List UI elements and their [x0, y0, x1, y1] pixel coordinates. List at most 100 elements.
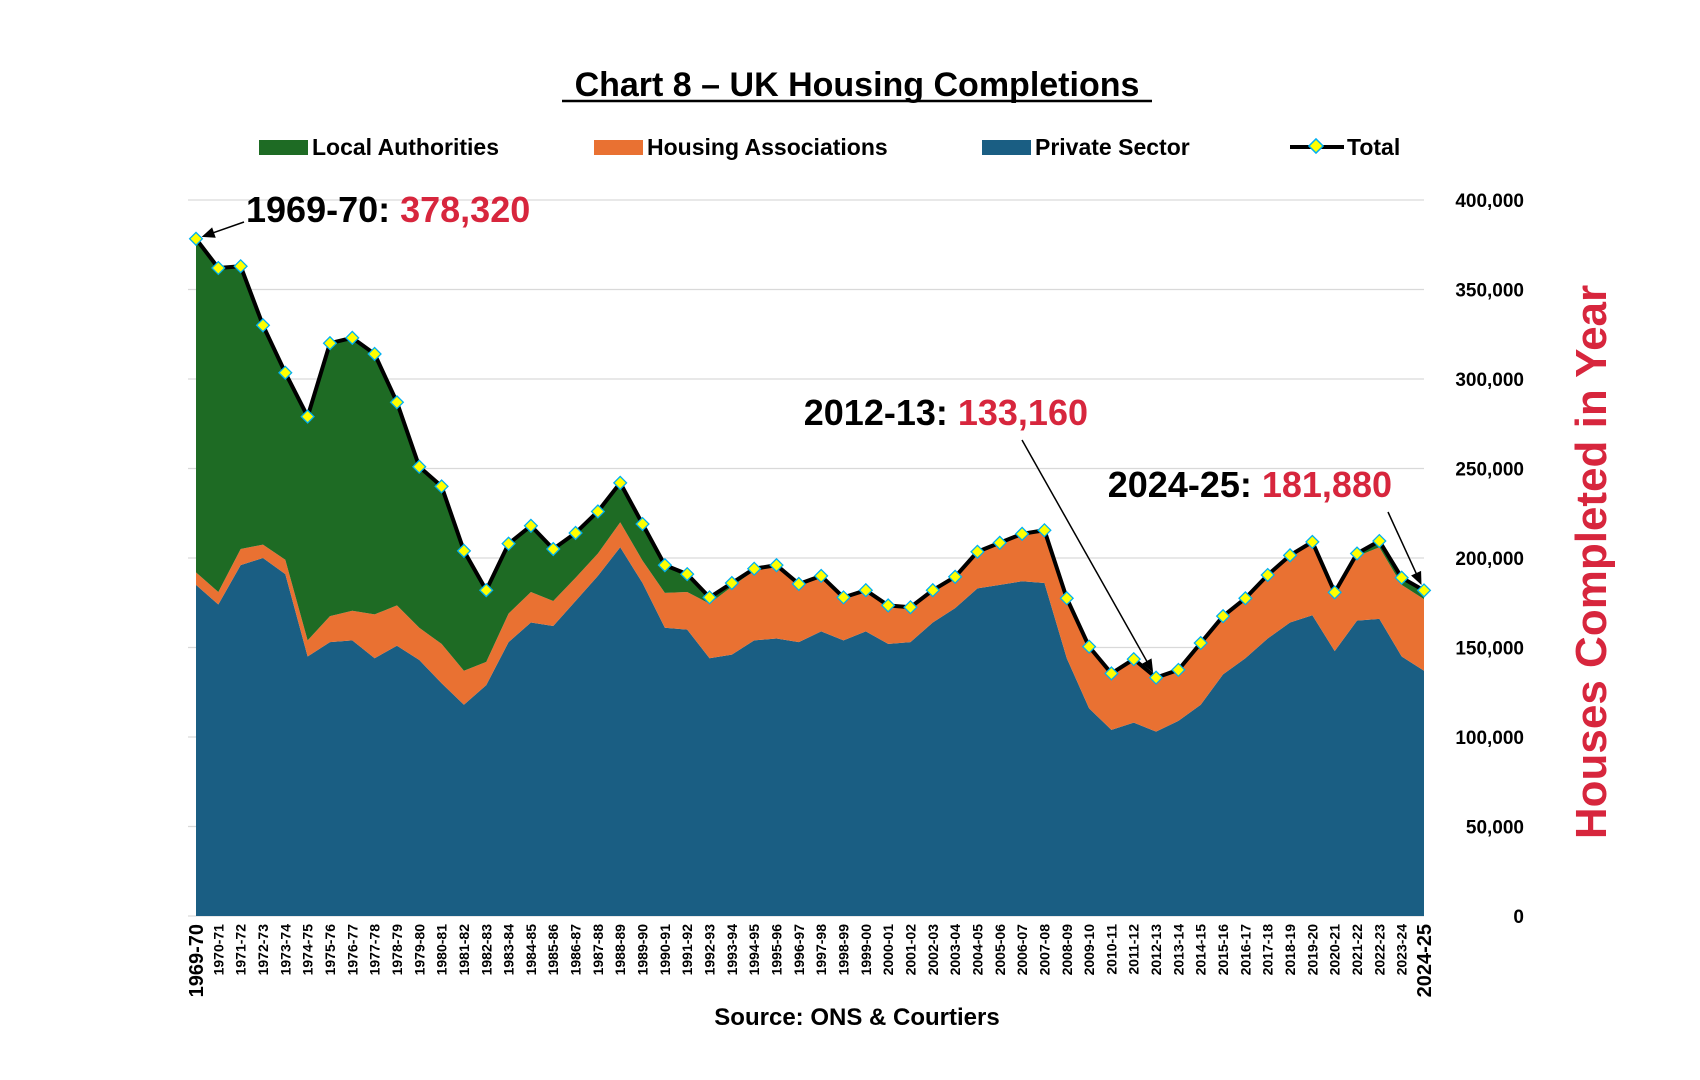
annotation-category: 1969-70:	[246, 189, 400, 230]
total-point	[1372, 533, 1387, 549]
x-tick-label: 1987-88	[590, 924, 606, 976]
y-tick-label: 50,000	[1466, 818, 1524, 839]
x-tick-label: 2022-23	[1371, 924, 1387, 976]
total-point	[233, 258, 248, 274]
x-tick-label: 1990-91	[657, 924, 673, 976]
x-tick-label: 2018-19	[1282, 924, 1298, 976]
annotation-arrowhead	[1141, 658, 1154, 673]
total-point	[1394, 570, 1409, 585]
x-tick-label: 2023-24	[1394, 924, 1410, 976]
annotation-label: 1969-70: 378,320	[246, 189, 530, 230]
total-point	[1349, 546, 1365, 561]
x-tick-label: 2019-20	[1304, 924, 1320, 976]
source-note: Source: ONS & Courtiers	[714, 1004, 999, 1031]
annotation-arrow	[1021, 439, 1150, 666]
chart-title: Chart 8 – UK Housing Completions	[575, 66, 1140, 104]
x-tick-label: 1997-98	[813, 924, 829, 976]
total-point	[1148, 670, 1164, 685]
total-point	[880, 598, 896, 613]
total-point	[389, 394, 405, 410]
annotation-arrowhead	[201, 227, 216, 238]
x-tick-label: 1980-81	[434, 924, 450, 976]
annotation-category: 2012-13:	[804, 392, 958, 433]
total-point	[545, 541, 561, 557]
x-tick-label: 1999-00	[858, 924, 874, 976]
total-series-line	[194, 237, 1425, 680]
x-tick-label: 1986-87	[568, 924, 584, 976]
x-tick-label: 1996-97	[791, 924, 807, 976]
total-point	[1081, 639, 1097, 654]
total-point	[188, 231, 204, 247]
annotation-value: 133,160	[958, 392, 1088, 433]
total-point	[1327, 585, 1342, 600]
x-tick-label: 1994-95	[746, 924, 762, 976]
total-point	[1193, 635, 1209, 651]
annotation-arrowhead	[1411, 570, 1422, 585]
x-tick-label: 1971-72	[233, 924, 249, 976]
x-tick-label: 2012-13	[1148, 924, 1164, 976]
y-axis-ticks: 0 50,000 100,000 150,000 200,000 250,000 300,0…	[1455, 191, 1524, 928]
total-point	[478, 582, 494, 598]
total-point	[1215, 608, 1231, 624]
area-housing-associations	[196, 522, 1424, 732]
total-point	[702, 590, 717, 605]
y-tick-label: 350,000	[1455, 281, 1524, 302]
total-line	[188, 231, 1432, 685]
x-tick-label: 2006-07	[1014, 924, 1030, 976]
x-tick-label: 1979-80	[411, 924, 427, 976]
x-tick-label: 2004-05	[969, 924, 985, 976]
x-tick-label: 2008-09	[1059, 924, 1075, 976]
x-tick-label: 2024-25	[1414, 924, 1436, 997]
x-tick-label: 2009-10	[1081, 924, 1097, 976]
legend-swatch-private-sector	[982, 140, 1031, 155]
x-tick-label: 2000-01	[880, 924, 896, 976]
x-tick-label: 1995-96	[769, 924, 785, 976]
x-tick-label: 1975-76	[322, 924, 338, 976]
y-axis-label: Houses Completed in Year	[1567, 285, 1616, 839]
x-tick-label: 2001-02	[902, 924, 918, 976]
x-tick-label: 2015-16	[1215, 924, 1231, 976]
total-point	[1059, 590, 1075, 606]
legend: Local Authorities Housing Associations P…	[259, 134, 1400, 160]
legend-label-housing-associations: Housing Associations	[647, 134, 888, 160]
x-tick-label: 1991-92	[679, 924, 695, 976]
total-point	[255, 318, 271, 333]
x-tick-label: 1993-94	[724, 924, 740, 976]
x-tick-label: 1972-73	[255, 924, 271, 976]
legend-label-private-sector: Private Sector	[1035, 134, 1190, 160]
y-tick-label: 250,000	[1455, 460, 1524, 481]
total-point	[1126, 651, 1142, 667]
x-tick-label: 1983-84	[501, 924, 517, 976]
total-point	[1238, 590, 1253, 606]
total-point	[501, 536, 516, 551]
stacked-areas	[196, 238, 1424, 916]
legend-swatch-local-authorities	[259, 140, 308, 155]
x-tick-label: 2005-06	[992, 924, 1008, 976]
annotation-value: 378,320	[400, 189, 530, 230]
total-point	[1037, 522, 1052, 538]
total-point	[278, 365, 293, 381]
area-local-authorities	[196, 238, 1424, 680]
total-point	[769, 557, 784, 573]
annotation-arrow	[1387, 511, 1419, 579]
x-tick-label: 1985-86	[545, 924, 561, 976]
y-tick-label: 400,000	[1455, 191, 1524, 212]
annotation-label: 2024-25: 181,880	[1108, 464, 1392, 505]
x-tick-label: 2002-03	[925, 924, 941, 976]
total-point	[345, 330, 360, 346]
x-tick-label: 1984-85	[523, 924, 539, 976]
total-point	[568, 525, 583, 541]
total-point	[1014, 526, 1030, 542]
total-point	[434, 479, 449, 494]
total-point	[300, 409, 315, 424]
x-tick-label: 1998-99	[835, 924, 851, 976]
total-point	[970, 544, 985, 560]
x-tick-label: 1976-77	[344, 924, 360, 976]
y-tick-label: 0	[1513, 907, 1524, 928]
legend-marker-total	[1307, 137, 1325, 155]
x-tick-label: 1978-79	[389, 924, 405, 976]
x-tick-label: 2007-08	[1036, 924, 1052, 976]
total-point	[947, 569, 963, 585]
total-point	[657, 557, 673, 573]
x-tick-label: 1969-70	[186, 924, 208, 997]
